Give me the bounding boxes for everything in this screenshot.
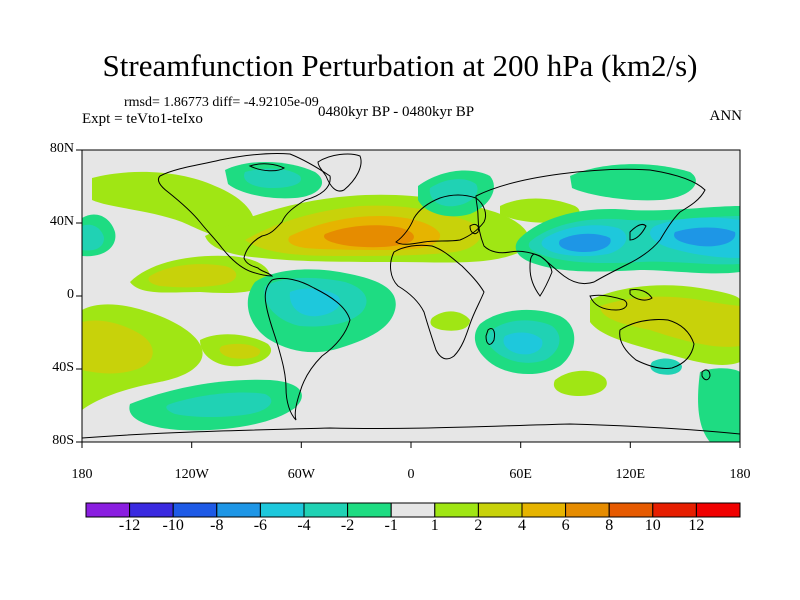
contour-pos-south-indian [553,370,607,396]
coast-africa-europe [390,244,485,360]
coast-asia [475,168,706,285]
colorbar-swatch [695,502,741,518]
contour-neg-southeast-pacific [698,368,740,442]
coast-indonesia [589,294,628,311]
streamfunction-field [82,161,740,442]
coast-europe [395,194,487,245]
colorbar-label: -4 [297,517,311,534]
contour-pos-south-atlantic [430,311,470,331]
colorbar-swatch [129,502,174,518]
contour-neg-west-edge-2 [82,224,104,251]
colorbar-label: -1 [384,517,398,534]
colorbar-swatch [303,502,349,518]
contour-pos-south-pacific-2 [82,320,153,374]
colorbar-label: 1 [430,517,439,534]
contour-neg-new-zealand [650,358,682,375]
plot-title: Streamfunction Perturbation at 200 hPa (… [102,48,698,83]
colorbar-swatch [434,502,479,518]
coast-new-zealand [701,369,711,381]
lon-ticks [81,442,741,448]
coast-antarctica [82,423,740,439]
colorbar-swatch [521,502,567,518]
colorbar-label: -12 [118,517,141,534]
contour-pos-east-pacific-2 [148,264,237,288]
colorbar-swatch [608,502,654,518]
lat-label-40n: 40N [49,214,74,229]
colorbar-label: 12 [688,517,705,534]
colorbar-swatch [172,502,218,518]
coast-north-america [157,152,331,277]
coast-arctic-islands [248,163,285,172]
colorbar-label: 2 [474,517,483,534]
contour-pos-north-pacific [92,171,255,239]
colorbar-swatch [216,502,261,518]
lat-label-40s: 40S [52,360,74,375]
coast-south-america [264,277,351,421]
lat-label-eq: 0 [67,287,74,302]
coast-philippines [629,289,653,301]
contour-neg-southern-ocean-2 [166,392,272,417]
colorbar-label: 6 [561,517,570,534]
colorbar-swatch [85,502,131,518]
coast-madagascar [485,327,495,345]
colorbar-swatch [652,502,697,518]
lon-label-60w: 60W [287,467,315,482]
contour-neg-asia-pacific-5 [559,233,611,252]
contour-neg-north-america-2 [244,168,301,188]
contour-neg-eurasia-2 [429,179,478,207]
contour-pos-atlantic-africa-4 [324,225,414,248]
contour-neg-south-africa-3 [503,332,543,355]
experiment-label: Expt = teVto1-teIxo [82,111,203,127]
colorbar-label: -2 [340,517,355,534]
lon-label-120e: 120E [615,467,646,482]
contour-pos-south-pacific-4 [219,343,261,359]
coast-greenland [317,153,362,192]
colorbar [85,502,741,518]
contour-neg-asia-pacific-6 [674,227,736,247]
lon-label-60e: 60E [509,467,532,482]
colorbar-label: 8 [605,517,614,534]
contour-pos-indo-pacific-2 [600,296,740,347]
season-label: ANN [709,108,743,124]
colorbar-label: 10 [644,517,661,534]
lat-label-80n: 80N [49,141,74,156]
colorbar-label: -10 [162,517,184,534]
lat-ticks [76,149,82,443]
colorbar-label: -8 [210,517,224,534]
rmsd-diff-label: rmsd= 1.86773 diff= -4.92105e-09 [124,95,319,110]
coastlines [82,152,740,439]
coast-australia [619,319,695,369]
colorbar-swatch [259,502,305,518]
lat-label-80s: 80S [52,433,74,448]
lon-label-120w: 120W [174,467,209,482]
lon-label-180w: 180 [71,467,93,482]
colorbar-label: -6 [253,517,268,534]
colorbar-label: 4 [518,517,526,534]
coast-japan [629,223,647,241]
colorbar-swatch [477,502,523,518]
colorbar-swatch [565,502,610,518]
coast-caspian [469,223,479,235]
lon-label-0: 0 [407,467,415,482]
coast-india [529,253,553,297]
lon-label-180e: 180 [729,467,751,482]
colorbar-swatch [347,502,392,518]
colorbar-swatch [390,502,436,518]
period-label: 0480kyr BP - 0480kyr BP [318,104,475,120]
